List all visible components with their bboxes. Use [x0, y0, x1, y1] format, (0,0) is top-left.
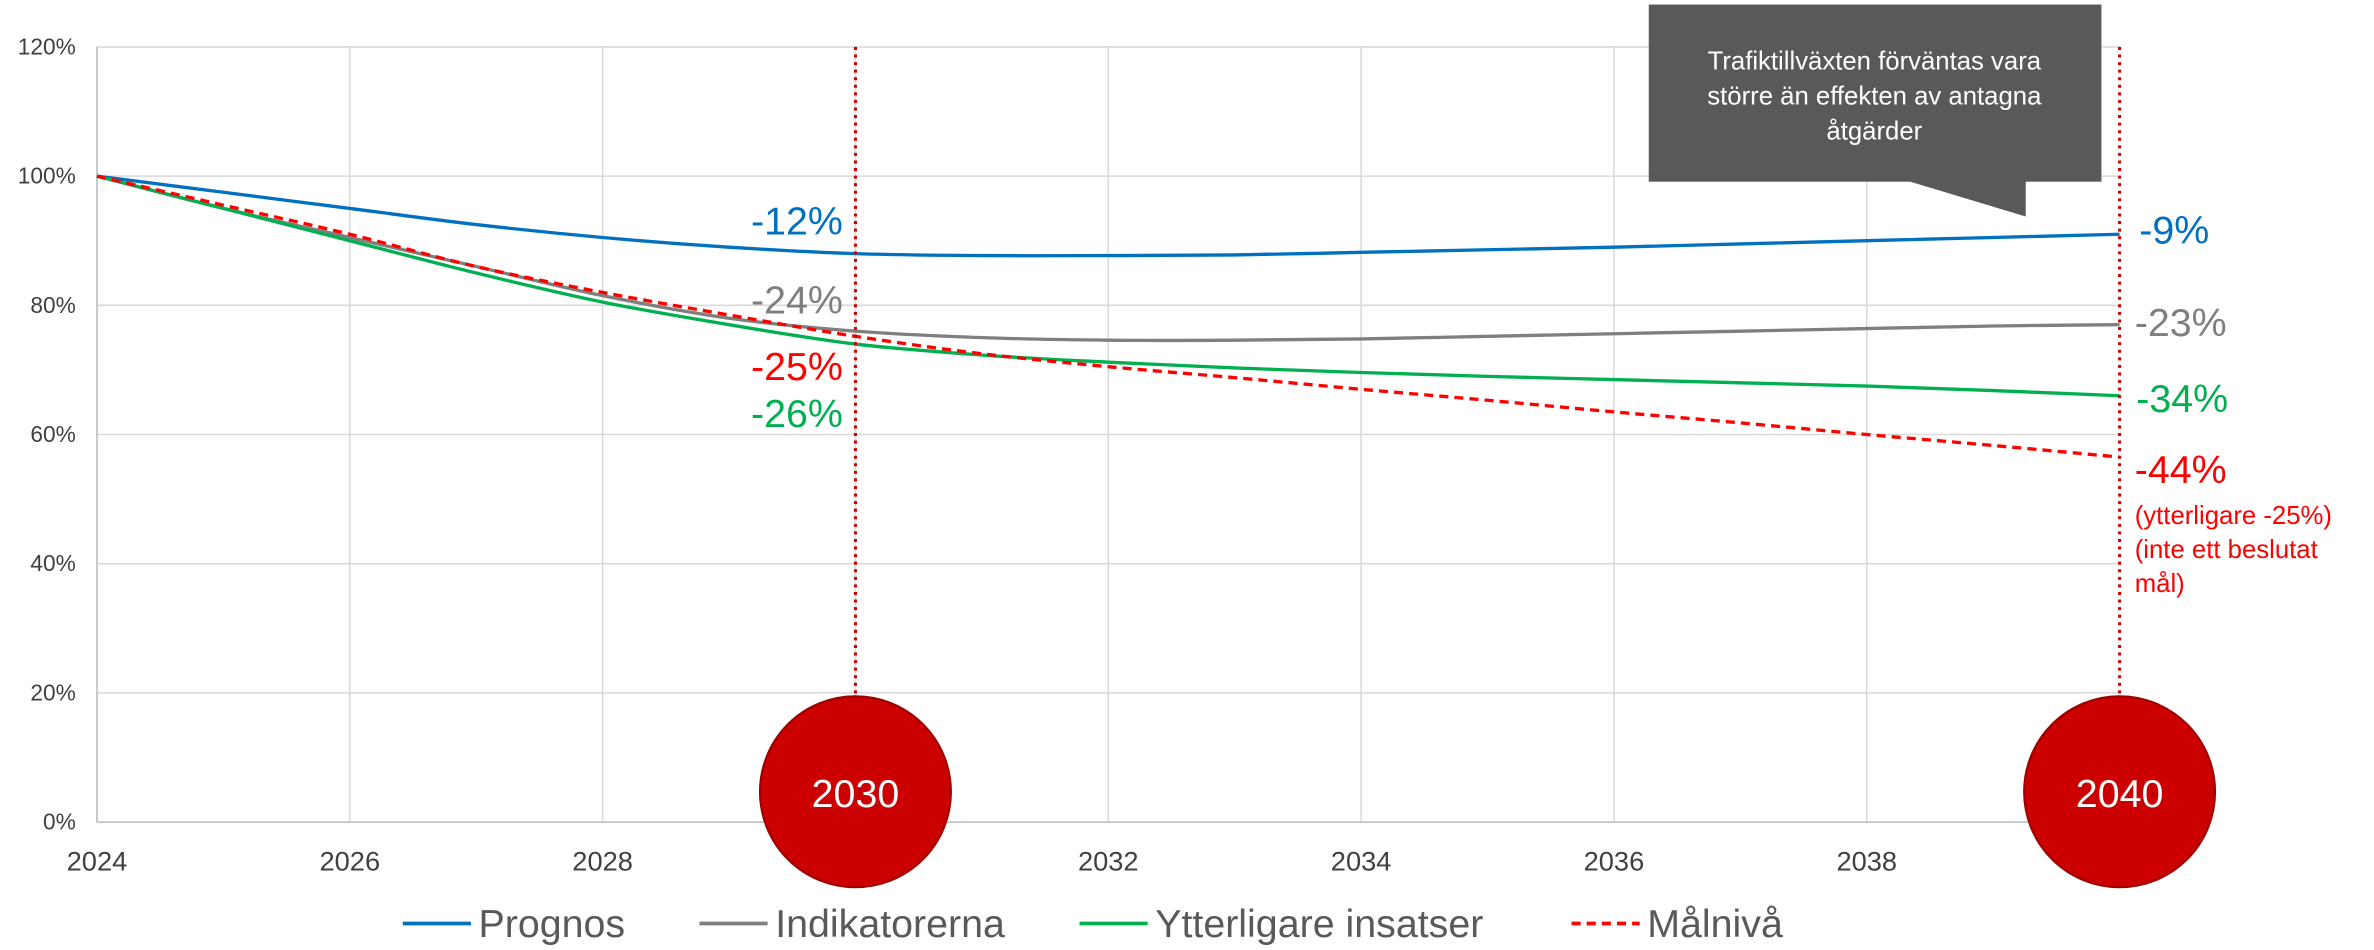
callout-box [1648, 4, 2102, 182]
x-tick-label: 2026 [319, 846, 380, 877]
callout-text: åtgärder [1826, 117, 1922, 145]
annotation: -25% [751, 345, 843, 389]
x-tick-label: 2024 [67, 846, 128, 877]
note: (inte ett beslutat [2135, 536, 2318, 564]
legend-label: Ytterligare insatser [1155, 902, 1483, 946]
annotation: -34% [2136, 377, 2228, 421]
annotation: -9% [2139, 209, 2209, 253]
y-tick-label: 0% [43, 809, 76, 835]
annotation: -26% [751, 392, 843, 436]
y-tick-label: 100% [18, 163, 76, 189]
callout-pointer [1900, 178, 2026, 217]
series-line [96, 174, 2120, 258]
note: mål) [2135, 570, 2185, 598]
x-tick-label: 2028 [572, 846, 633, 877]
callout-text: större än effekten av antagna [1707, 82, 2042, 110]
series-line [96, 174, 2120, 459]
legend-label: Indikatorerna [775, 902, 1005, 946]
annotation: -23% [2135, 301, 2227, 345]
note: (ytterligare -25%) [2135, 502, 2332, 530]
x-tick-label: 2032 [1078, 846, 1139, 877]
x-tick-label: 2034 [1331, 846, 1392, 877]
annotation: -44% [2135, 448, 2227, 492]
milestone-circle [758, 695, 952, 889]
y-tick-label: 80% [30, 292, 75, 318]
legend-label: Målnivå [1647, 902, 1783, 946]
x-tick-label: 2038 [1836, 846, 1897, 877]
milestone-label: 2040 [2076, 772, 2164, 816]
legend-label: Prognos [478, 902, 625, 946]
annotation: -24% [751, 278, 843, 322]
y-tick-label: 20% [30, 679, 75, 705]
milestone-circle [2023, 695, 2217, 889]
callout-text: Trafiktillväxten förväntas vara [1708, 48, 2042, 76]
annotation: -12% [751, 200, 843, 244]
series-line [96, 174, 2120, 398]
y-tick-label: 120% [18, 34, 76, 60]
y-tick-label: 40% [30, 550, 75, 576]
milestone-label: 2030 [812, 772, 900, 816]
y-tick-label: 60% [30, 421, 75, 447]
x-tick-label: 2036 [1584, 846, 1645, 877]
